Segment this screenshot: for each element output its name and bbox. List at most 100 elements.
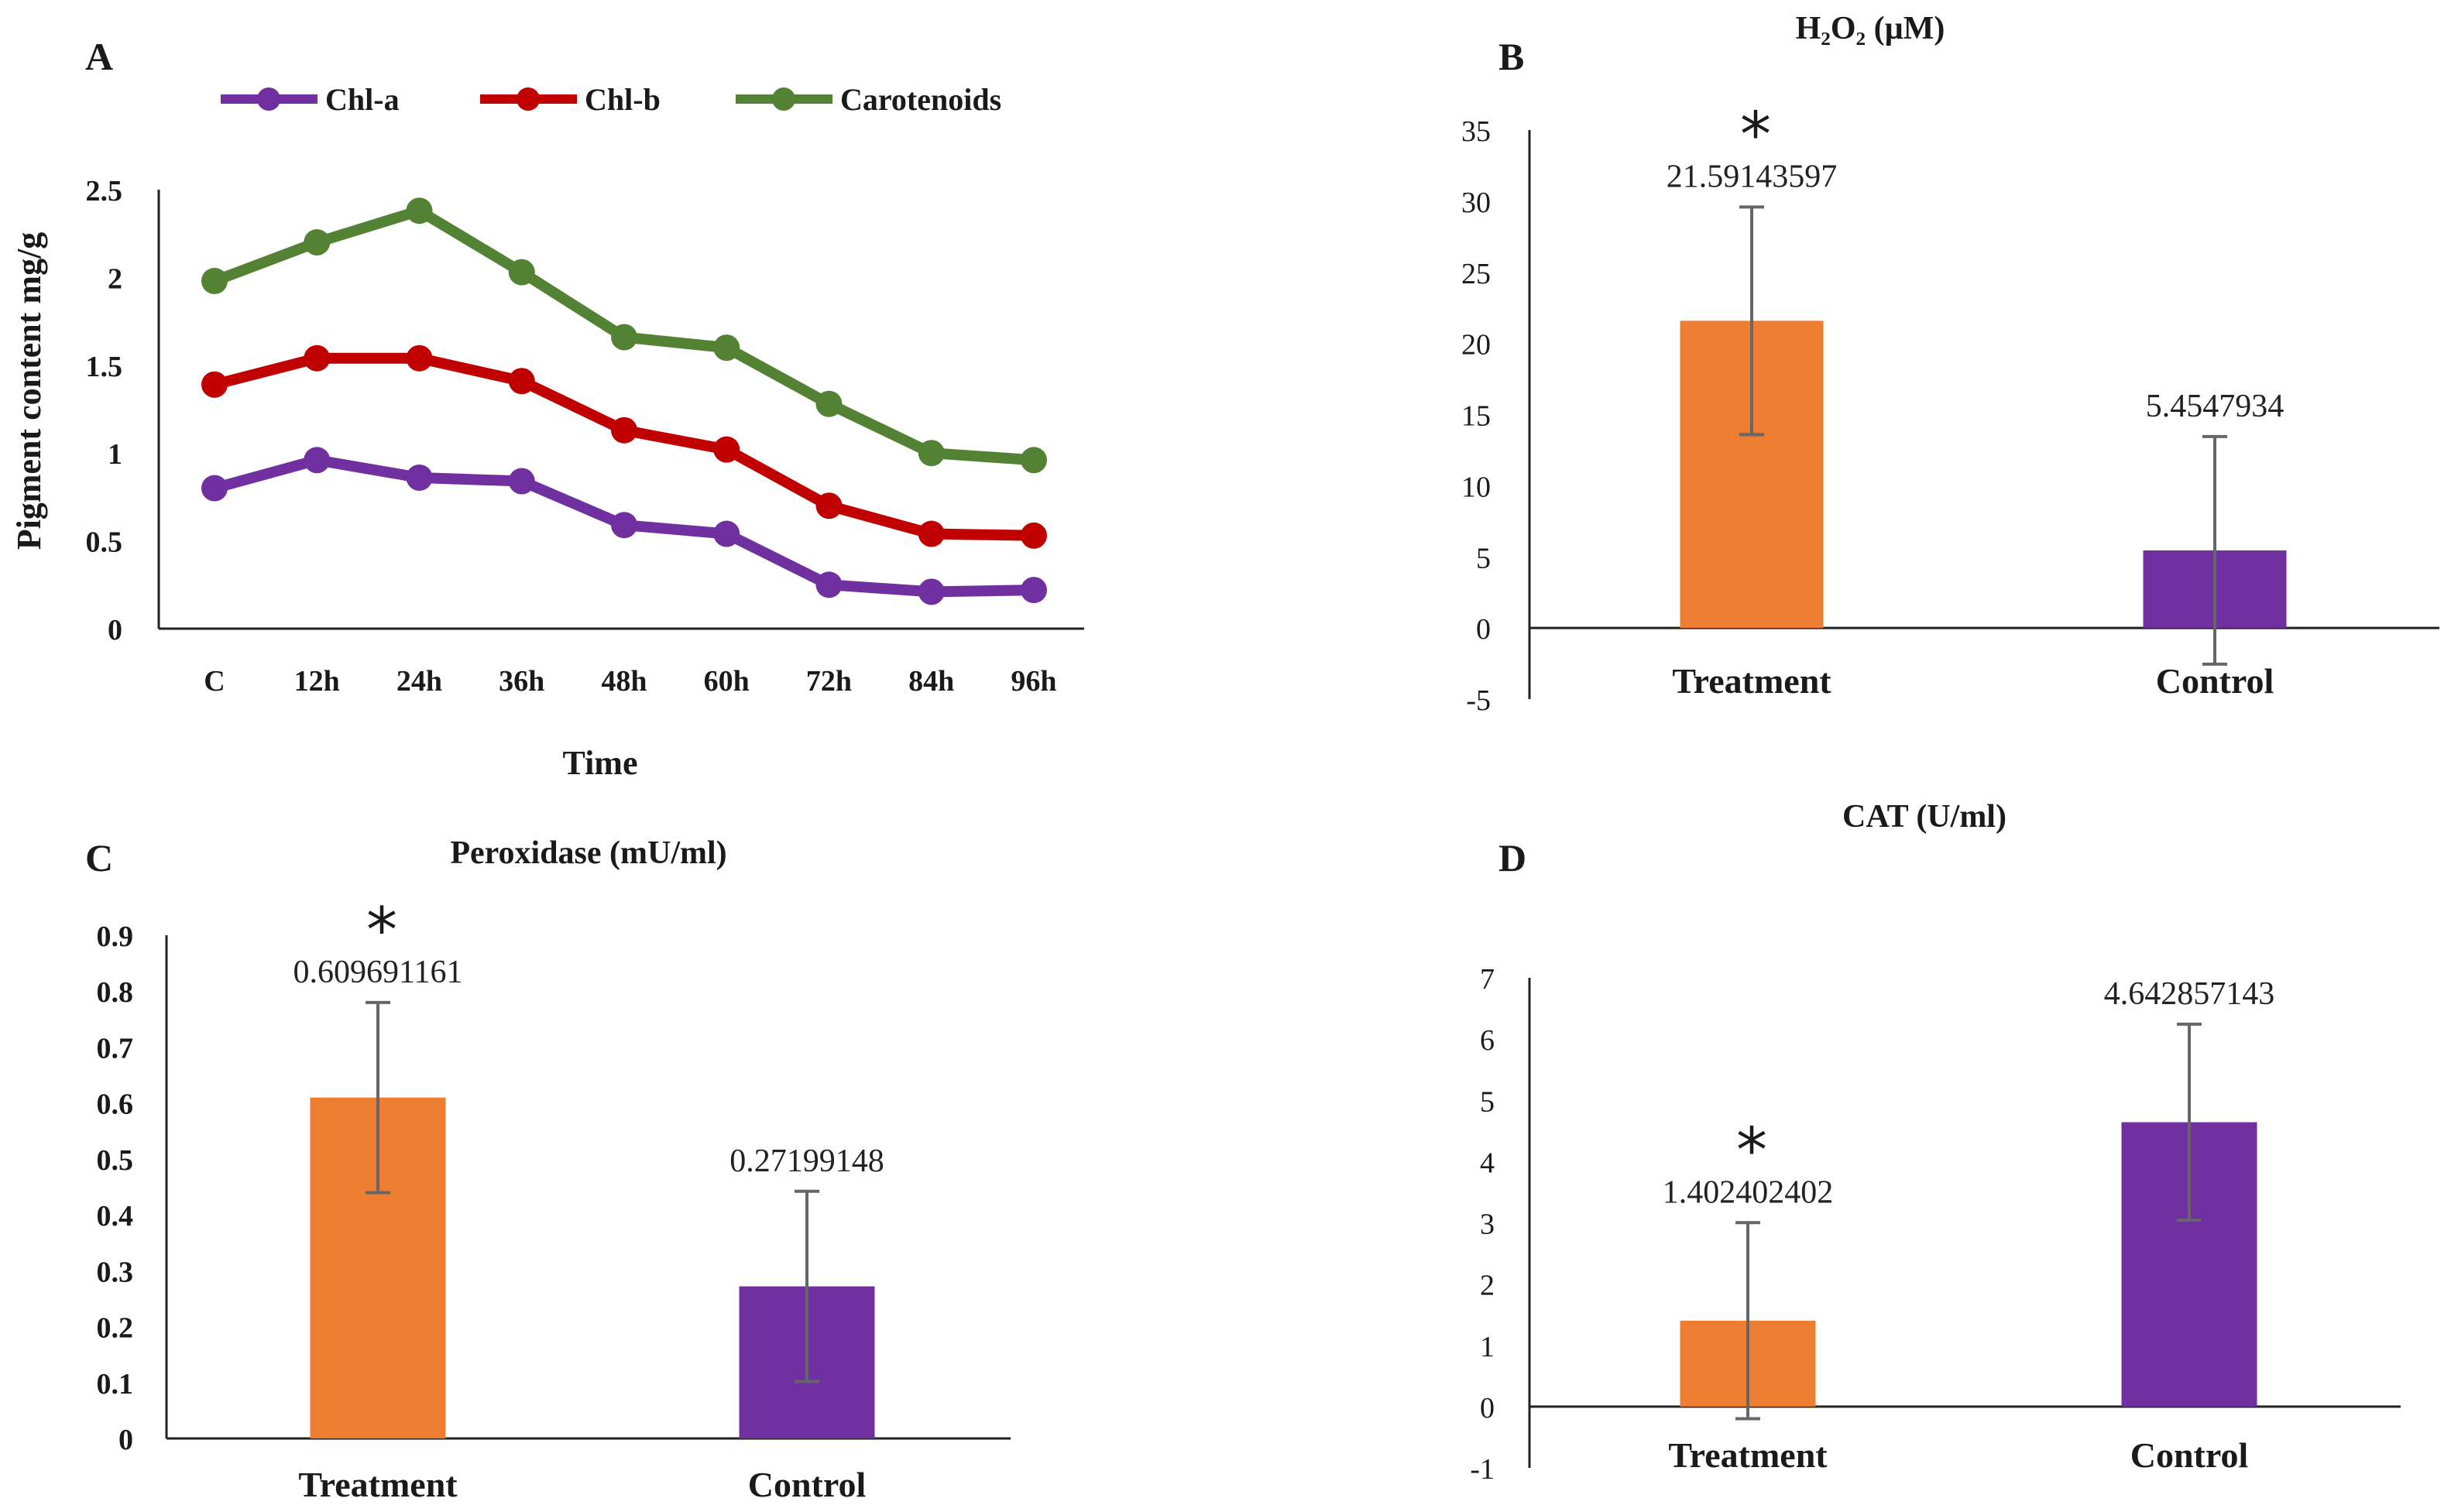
x-tick-label: 84h [908, 665, 954, 698]
panel-d-bar-chart: D CAT (U/ml) -1 0 1 2 3 4 5 6 7 1.402402402* Treat… [1470, 799, 2401, 1486]
y-tick-label: 0 [118, 1424, 133, 1456]
chart-title-cat: CAT (U/ml) [1842, 799, 2006, 835]
plot-area: -5 0 5 10 15 20 25 30 35 21.59143597* Treatment 5.4… [1461, 98, 2439, 717]
data-point [406, 197, 433, 225]
y-tick-label: 7 [1480, 963, 1495, 996]
y-tick-label: 0 [1476, 613, 1491, 646]
panel-letter-d: D [1498, 836, 1526, 879]
data-label: 4.642857143 [2104, 976, 2275, 1012]
y-tick-label: 5 [1476, 542, 1491, 574]
data-point [713, 520, 740, 547]
data-point [1021, 447, 1047, 474]
data-point [508, 368, 535, 395]
y-tick-label: 30 [1461, 187, 1491, 219]
x-category-label: Treatment [1672, 661, 1831, 701]
data-point [1021, 577, 1047, 604]
y-tick-label: 25 [1461, 258, 1491, 290]
data-point [406, 464, 433, 491]
x-tick-label: C [204, 665, 225, 698]
y-tick-label: 0.3 [97, 1256, 134, 1288]
data-point [918, 578, 945, 605]
y-tick-label: 15 [1461, 400, 1491, 433]
data-point [304, 447, 331, 474]
significance-asterisk: * [366, 894, 397, 966]
y-tick-label: 0 [1480, 1392, 1495, 1425]
data-point [918, 440, 945, 467]
data-point [815, 390, 843, 417]
data-label: 1.402402402 [1663, 1174, 1834, 1210]
chart-title-peroxidase: Peroxidase (mU/ml) [450, 835, 726, 871]
x-tick-label: 60h [704, 665, 750, 698]
x-tick-label: 72h [806, 665, 852, 698]
data-point [201, 267, 228, 294]
x-tick-label: 48h [601, 665, 647, 698]
plot-area: 0 0.1 0.2 0.3 0.4 0.5 0.6 0.7 0.8 0.9 0.609691161*… [97, 894, 1011, 1504]
data-point [1021, 522, 1047, 549]
legend-label: Carotenoids [840, 82, 1001, 117]
data-point [713, 436, 740, 463]
significance-asterisk: * [1740, 98, 1771, 170]
panel-letter-b: B [1498, 35, 1524, 78]
y-tick-label: 4 [1480, 1147, 1495, 1179]
y-tick-label: 0.2 [97, 1312, 134, 1345]
y-tick-label: 2 [108, 262, 122, 295]
panel-letter-a: A [85, 35, 113, 78]
data-point [611, 512, 637, 539]
y-tick-label: 6 [1480, 1024, 1495, 1057]
y-tick-label: 0.6 [97, 1089, 134, 1121]
x-category-label: Treatment [298, 1465, 458, 1504]
data-point [304, 345, 331, 372]
y-tick-label: 0.4 [97, 1200, 134, 1233]
y-tick-label: 20 [1461, 329, 1491, 362]
data-point [815, 571, 843, 598]
panel-b-bar-chart: B H₂O₂ (µM) -5 0 5 10 15 20 25 30 35 21.59143597*… [1461, 11, 2439, 717]
x-axis-title: Time [563, 744, 638, 782]
legend-swatch-marker [517, 87, 540, 111]
y-tick-label: 1 [1480, 1331, 1495, 1363]
y-tick-label: 1 [108, 438, 122, 471]
plot-area: -1 0 1 2 3 4 5 6 7 1.402402402* Treatment 4.6428571… [1470, 963, 2401, 1486]
y-tick-label: 35 [1461, 115, 1491, 148]
y-tick-label: -5 [1466, 684, 1491, 717]
data-label: 21.59143597 [1667, 159, 1838, 194]
y-tick-label: 0.7 [97, 1032, 134, 1065]
data-point [713, 334, 740, 362]
y-tick-label: 5 [1480, 1085, 1495, 1118]
y-tick-label: 3 [1480, 1209, 1495, 1241]
y-tick-label: 0 [108, 614, 122, 646]
y-tick-label: 0.1 [97, 1368, 134, 1401]
legend-swatch-marker [772, 87, 795, 111]
panel-letter-c: C [85, 836, 113, 879]
x-category-label: Control [2156, 661, 2274, 701]
data-point [611, 417, 637, 444]
y-tick-label: 10 [1461, 471, 1491, 503]
data-label: 0.609691161 [294, 955, 463, 990]
y-tick-label: 2 [1480, 1270, 1495, 1302]
legend: Chl-a Chl-b Carotenoids [221, 82, 1001, 117]
panel-c-bar-chart: C Peroxidase (mU/ml) 0 0.1 0.2 0.3 0.4 0.5 0.6… [85, 835, 1011, 1504]
y-tick-label: 1.5 [86, 351, 123, 383]
data-point [611, 324, 637, 351]
x-category-label: Treatment [1668, 1435, 1828, 1475]
data-point [815, 492, 843, 519]
plot-area: 0 0.5 1 1.5 2 2.5 C 12h 24h 36h 48h 60h 72h 84h 96h [86, 175, 1084, 698]
significance-asterisk: * [1736, 1114, 1767, 1186]
x-tick-label: 24h [396, 665, 442, 698]
legend-label: Chl-b [585, 82, 661, 117]
data-point [918, 520, 945, 547]
x-tick-label: 36h [499, 665, 544, 698]
data-label: 5.4547934 [2146, 389, 2285, 424]
legend-swatch-marker [257, 87, 280, 111]
data-point [201, 371, 228, 398]
y-tick-label: -1 [1470, 1453, 1495, 1486]
legend-label: Chl-a [325, 82, 400, 117]
x-tick-label: 96h [1011, 665, 1056, 698]
data-point [304, 229, 331, 256]
y-tick-label: 0.5 [97, 1144, 134, 1177]
y-tick-label: 2.5 [86, 175, 123, 207]
x-category-label: Control [748, 1465, 867, 1504]
y-axis-title: Pigment content mg/g [10, 232, 48, 550]
y-tick-label: 0.8 [97, 976, 134, 1009]
data-point [508, 468, 535, 495]
